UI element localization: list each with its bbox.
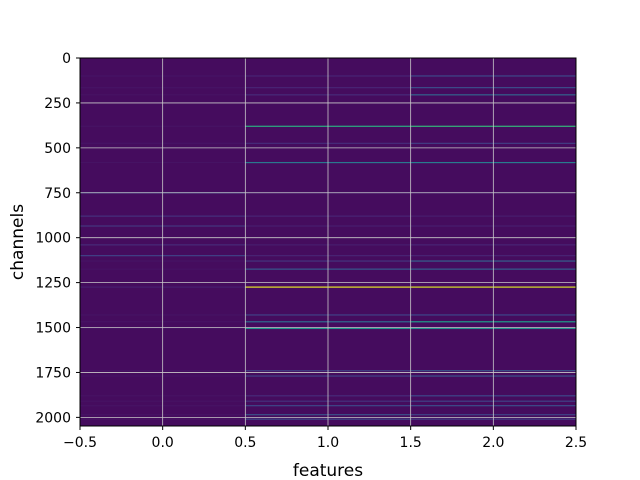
x-tick-label: 2.5: [565, 435, 587, 451]
x-tick-label: 0.5: [234, 435, 256, 451]
y-tick-label: 0: [62, 51, 71, 67]
y-tick-label: 1000: [35, 231, 71, 247]
y-tick-label: 1250: [35, 276, 71, 292]
y-tick-label: 250: [44, 96, 71, 112]
y-tick-label: 1500: [35, 321, 71, 337]
x-tick-label: −0.5: [63, 435, 97, 451]
x-tick-label: 1.0: [317, 435, 339, 451]
y-tick-label: 2000: [35, 410, 71, 426]
y-tick-label: 750: [44, 186, 71, 202]
y-axis-ticks: 0 250 500 750 1000 1250 1500 1750 2000: [35, 51, 80, 426]
y-axis-label: channels: [8, 204, 28, 280]
y-tick-label: 1750: [35, 365, 71, 381]
x-tick-label: 1.5: [400, 435, 422, 451]
x-tick-label: 2.0: [482, 435, 504, 451]
y-tick-label: 500: [44, 141, 71, 157]
x-axis-ticks: −0.5 0.0 0.5 1.0 1.5 2.0 2.5: [63, 426, 587, 451]
x-tick-label: 0.0: [152, 435, 174, 451]
x-axis-label: features: [293, 461, 363, 480]
